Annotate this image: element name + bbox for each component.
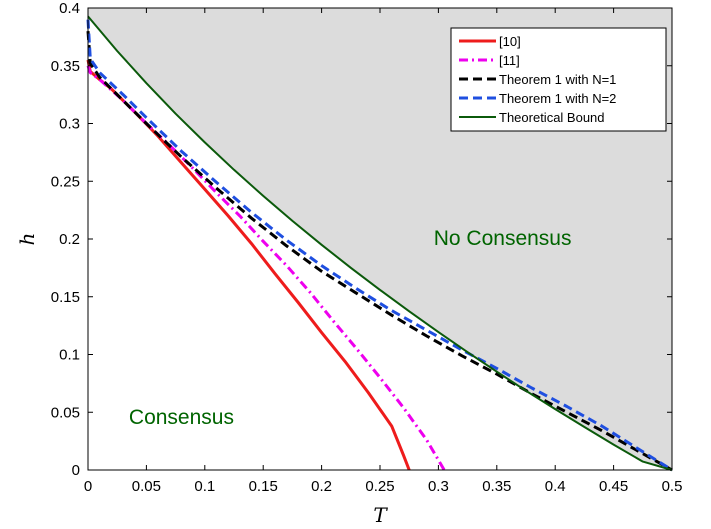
legend: [10] [11] Theorem 1 with N=1 Theorem 1 with…	[450, 27, 667, 132]
x-tick-label: 0.15	[249, 478, 278, 495]
ticks-layer: 0 0.05 0.1 0.15 0.2 0.25 0.3 0.35 0.4 0.45 0.5 0 0.0…	[51, 0, 683, 495]
x-axis-label: T	[373, 503, 388, 527]
y-tick-label: 0	[72, 462, 80, 479]
x-tick-label: 0.45	[599, 478, 628, 495]
x-tick-label: 0.4	[545, 478, 566, 495]
y-tick-label: 0.05	[51, 404, 80, 421]
legend-label: Theorem 1 with N=2	[499, 91, 616, 106]
series-line-3	[86, 30, 673, 472]
x-tick-label: 0.25	[365, 478, 394, 495]
y-tick-label: 0.3	[59, 116, 80, 133]
series-line-4	[86, 19, 673, 472]
legend-label: [11]	[499, 53, 520, 68]
series-layer	[86, 15, 673, 472]
legend-label: Theoretical Bound	[499, 110, 605, 125]
y-tick-label: 0.4	[59, 0, 80, 17]
x-tick-label: 0.35	[482, 478, 511, 495]
region-labels: No Consensus Consensus	[129, 227, 572, 429]
series-line-5	[87, 15, 673, 471]
region-label: Consensus	[129, 406, 234, 429]
x-tick-label: 0.3	[428, 478, 449, 495]
y-tick-label: 0.1	[59, 347, 80, 364]
y-tick-label: 0.35	[51, 58, 80, 75]
x-tick-label: 0	[84, 478, 92, 495]
x-tick-label: 0.1	[194, 478, 215, 495]
legend-label: Theorem 1 with N=1	[499, 72, 616, 87]
legend-label: [10]	[499, 34, 521, 49]
y-tick-label: 0.25	[51, 173, 80, 190]
y-tick-label: 0.15	[51, 289, 80, 306]
x-tick-label: 0.5	[662, 478, 683, 495]
y-tick-label: 0.2	[59, 231, 80, 248]
region-label: No Consensus	[434, 227, 572, 250]
legend-box	[450, 27, 667, 132]
x-tick-label: 0.05	[132, 478, 161, 495]
y-axis-label: h	[15, 233, 39, 246]
x-tick-label: 0.2	[311, 478, 332, 495]
